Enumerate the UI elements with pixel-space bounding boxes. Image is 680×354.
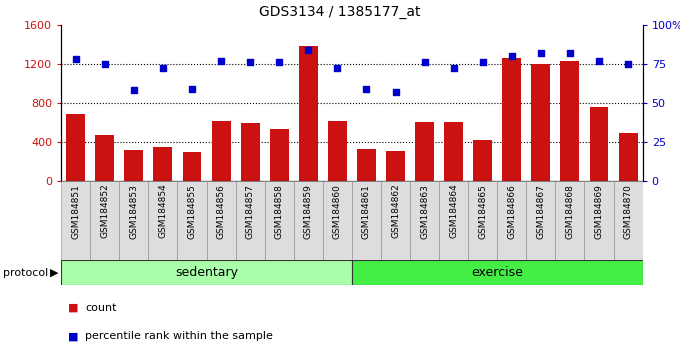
- Point: [623, 61, 634, 67]
- Point: [70, 56, 81, 62]
- Bar: [235, 181, 265, 260]
- Bar: [154, 147, 173, 181]
- Text: GSM184861: GSM184861: [362, 184, 371, 239]
- Text: GSM184852: GSM184852: [101, 184, 109, 239]
- Bar: [585, 181, 613, 260]
- Text: GSM184854: GSM184854: [158, 184, 167, 239]
- Bar: [211, 121, 231, 181]
- Point: [390, 89, 401, 95]
- Text: ■: ■: [68, 303, 78, 313]
- Bar: [328, 121, 347, 181]
- Text: GSM184869: GSM184869: [594, 184, 603, 239]
- Bar: [439, 181, 469, 260]
- Bar: [61, 260, 352, 285]
- Point: [129, 87, 139, 93]
- Bar: [207, 181, 235, 260]
- Point: [186, 86, 197, 91]
- Bar: [386, 151, 405, 181]
- Point: [594, 58, 605, 63]
- Bar: [415, 122, 434, 181]
- Bar: [531, 64, 550, 181]
- Text: GSM184867: GSM184867: [537, 184, 545, 239]
- Text: GDS3134 / 1385177_at: GDS3134 / 1385177_at: [259, 5, 421, 19]
- Point: [332, 65, 343, 71]
- Bar: [61, 181, 90, 260]
- Point: [477, 59, 488, 65]
- Text: GSM184863: GSM184863: [420, 184, 429, 239]
- Bar: [444, 122, 463, 181]
- Bar: [323, 181, 352, 260]
- Point: [303, 47, 313, 52]
- Point: [507, 53, 517, 59]
- Text: protocol: protocol: [3, 268, 49, 278]
- Bar: [299, 46, 318, 181]
- Text: GSM184860: GSM184860: [333, 184, 342, 239]
- Bar: [294, 181, 323, 260]
- Bar: [241, 123, 260, 181]
- Text: sedentary: sedentary: [175, 266, 238, 279]
- Bar: [124, 150, 143, 181]
- Bar: [352, 260, 643, 285]
- Bar: [590, 107, 609, 181]
- Text: GSM184868: GSM184868: [566, 184, 575, 239]
- Bar: [473, 139, 492, 181]
- Bar: [613, 181, 643, 260]
- Text: GSM184855: GSM184855: [188, 184, 197, 239]
- Bar: [270, 129, 289, 181]
- Text: GSM184862: GSM184862: [391, 184, 400, 239]
- Bar: [177, 181, 207, 260]
- Point: [535, 50, 546, 56]
- Bar: [619, 133, 638, 181]
- Bar: [526, 181, 556, 260]
- Text: ■: ■: [68, 331, 78, 341]
- Bar: [182, 152, 201, 181]
- Point: [99, 61, 110, 67]
- Text: GSM184853: GSM184853: [129, 184, 138, 239]
- Text: GSM184859: GSM184859: [304, 184, 313, 239]
- Bar: [410, 181, 439, 260]
- Text: GSM184865: GSM184865: [478, 184, 487, 239]
- Bar: [352, 181, 381, 260]
- Bar: [357, 149, 376, 181]
- Point: [448, 65, 459, 71]
- Text: GSM184857: GSM184857: [245, 184, 254, 239]
- Bar: [468, 181, 497, 260]
- Bar: [503, 58, 522, 181]
- Bar: [265, 181, 294, 260]
- Text: GSM184856: GSM184856: [217, 184, 226, 239]
- Bar: [120, 181, 148, 260]
- Bar: [95, 135, 114, 181]
- Text: GSM184864: GSM184864: [449, 184, 458, 239]
- Point: [564, 50, 575, 56]
- Bar: [66, 114, 85, 181]
- Bar: [497, 181, 526, 260]
- Text: exercise: exercise: [471, 266, 523, 279]
- Text: GSM184858: GSM184858: [275, 184, 284, 239]
- Point: [245, 59, 256, 65]
- Point: [274, 59, 285, 65]
- Text: GSM184851: GSM184851: [71, 184, 80, 239]
- Point: [216, 58, 226, 63]
- Bar: [148, 181, 177, 260]
- Bar: [90, 181, 120, 260]
- Text: GSM184866: GSM184866: [507, 184, 516, 239]
- Text: ▶: ▶: [50, 268, 58, 278]
- Bar: [381, 181, 410, 260]
- Text: count: count: [85, 303, 116, 313]
- Text: percentile rank within the sample: percentile rank within the sample: [85, 331, 273, 341]
- Bar: [556, 181, 585, 260]
- Point: [419, 59, 430, 65]
- Text: GSM184870: GSM184870: [624, 184, 632, 239]
- Point: [158, 65, 169, 71]
- Point: [361, 86, 372, 91]
- Bar: [560, 61, 579, 181]
